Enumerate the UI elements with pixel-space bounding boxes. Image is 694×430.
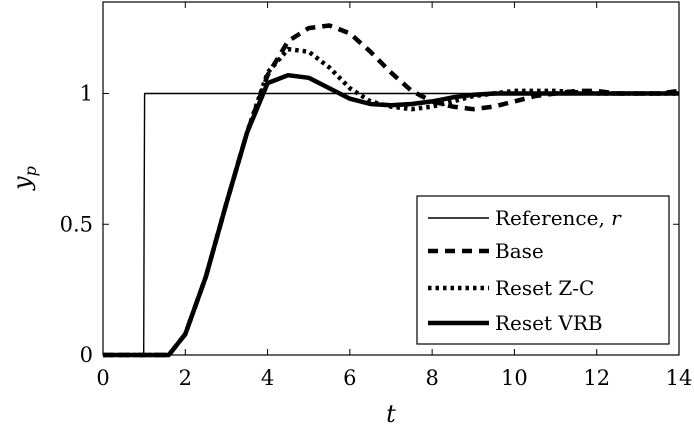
- y-tick-label: 1: [80, 82, 93, 106]
- x-tick-labels: 0 2 4 6 8 10 12 14: [96, 366, 692, 390]
- x-tick-marks: [102, 2, 680, 355]
- legend-label: Reset Z-C: [495, 276, 594, 300]
- x-tick-label: 12: [583, 366, 610, 390]
- x-tick-label: 0: [96, 366, 109, 390]
- series-line-4: [103, 72, 679, 358]
- y-axis-label: yp: [8, 166, 40, 191]
- legend: Reference, r Base Reset Z-C Reset VRB: [416, 195, 670, 345]
- y-tick-marks: [103, 93, 679, 356]
- x-tick-label: 8: [425, 366, 438, 390]
- y-tick-labels: 00.51: [60, 82, 93, 367]
- plot-frame: [102, 1, 680, 356]
- y-tick-label: 0: [80, 343, 93, 367]
- x-tick-label: 14: [666, 366, 693, 390]
- x-tick-label: 6: [343, 366, 356, 390]
- legend-box: [416, 195, 670, 345]
- y-tick-label: 0.5: [60, 212, 93, 236]
- legend-label: Base: [495, 239, 544, 263]
- y-axis-label-subscript: p: [21, 166, 40, 176]
- x-tick-label: 4: [261, 366, 274, 390]
- legend-label: Reference, r: [495, 206, 622, 230]
- x-tick-label: 10: [501, 366, 528, 390]
- legend-label: Reset VRB: [495, 311, 603, 335]
- x-tick-label: 2: [179, 366, 192, 390]
- x-axis-label: t: [386, 400, 396, 428]
- series-line-3: [103, 46, 679, 358]
